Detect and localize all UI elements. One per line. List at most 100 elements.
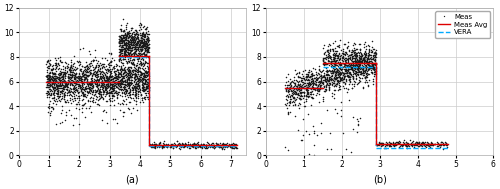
Point (116, 36, 124, 39)
Point (288, 81, 296, 84)
Point (134, 75, 141, 78)
Point (128, 69, 136, 72)
Point (102, 90, 110, 93)
Point (312, 83, 320, 86)
Point (395, 140, 403, 143)
Point (290, 90, 298, 93)
Point (301, 79, 309, 82)
Point (129, 36, 137, 39)
Point (64, 75, 72, 78)
Point (86, 53, 94, 56)
Point (112, 90, 120, 93)
Point (328, 81, 336, 84)
Point (335, 43, 343, 46)
Point (126, 51, 134, 54)
Point (52, 123, 60, 126)
Point (132, 38, 140, 41)
Point (58, 81, 66, 84)
Point (92, 97, 100, 100)
Point (342, 65, 349, 68)
Point (336, 63, 344, 66)
Point (127, 39, 135, 42)
Point (310, 86, 318, 89)
Point (85, 73, 93, 76)
Point (384, 143, 392, 146)
Point (226, 143, 234, 146)
Point (43, 75, 51, 78)
Point (340, 72, 347, 75)
Point (50, 74, 58, 77)
Point (43, 91, 51, 94)
Point (319, 58, 327, 61)
Point (82, 85, 90, 88)
Point (46, 112, 54, 115)
Point (122, 46, 130, 49)
Point (84, 84, 92, 87)
Point (330, 48, 338, 51)
Point (230, 147, 238, 150)
Point (139, 43, 147, 46)
Point (342, 75, 349, 78)
Point (285, 83, 293, 86)
Point (302, 97, 310, 100)
Point (364, 54, 372, 57)
Point (353, 64, 361, 67)
Point (294, 92, 302, 95)
Point (344, 73, 351, 76)
Point (312, 78, 320, 81)
Point (352, 64, 360, 67)
Point (92, 90, 100, 93)
Point (126, 78, 134, 81)
Point (49, 86, 57, 89)
Point (138, 87, 146, 90)
Point (293, 96, 301, 99)
Point (50, 81, 58, 84)
Point (52, 84, 60, 87)
Point (124, 77, 132, 80)
Point (226, 145, 234, 148)
Point (422, 143, 430, 146)
Point (310, 92, 318, 95)
Point (106, 67, 114, 70)
Point (408, 143, 416, 146)
Point (83, 68, 91, 71)
Point (107, 86, 115, 89)
Point (45, 102, 53, 105)
Point (281, 102, 289, 105)
Point (141, 97, 149, 100)
Point (110, 69, 118, 72)
Point (172, 144, 180, 147)
Point (52, 70, 60, 73)
Point (110, 59, 118, 62)
Point (50, 91, 58, 94)
Point (54, 83, 62, 86)
Point (133, 40, 141, 43)
Point (122, 43, 130, 46)
Point (62, 101, 70, 104)
Point (335, 51, 343, 54)
Point (358, 72, 366, 75)
Point (416, 143, 424, 146)
Point (362, 67, 370, 70)
Point (366, 66, 374, 69)
Point (168, 143, 176, 146)
Point (62, 83, 70, 86)
Point (121, 54, 129, 57)
Point (85, 49, 93, 52)
Point (142, 78, 150, 81)
Point (137, 74, 145, 77)
Point (370, 62, 378, 65)
Point (46, 90, 54, 93)
Point (110, 87, 118, 90)
Point (73, 67, 81, 70)
Point (83, 81, 91, 84)
Point (334, 88, 342, 91)
Point (334, 69, 342, 72)
Point (361, 76, 369, 79)
Point (58, 74, 66, 77)
Point (346, 80, 354, 83)
Point (115, 60, 123, 63)
Point (332, 52, 340, 55)
Point (50, 89, 58, 92)
Point (140, 73, 148, 76)
